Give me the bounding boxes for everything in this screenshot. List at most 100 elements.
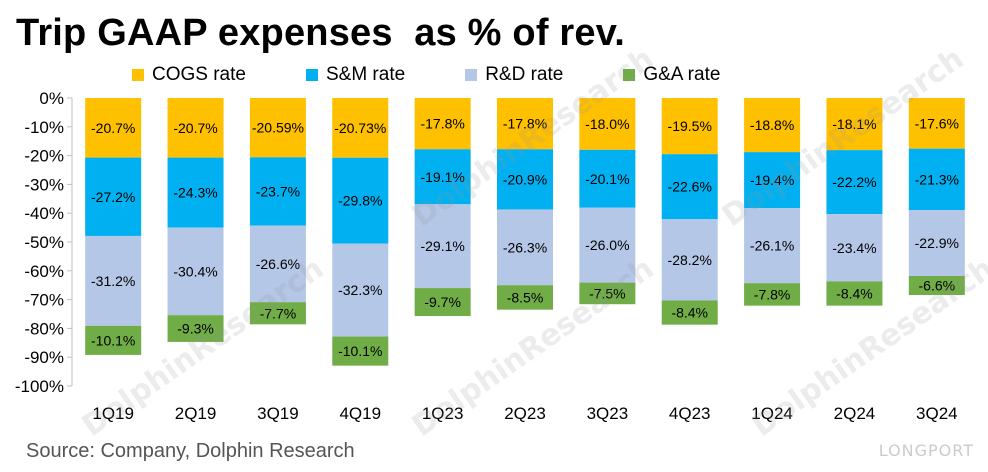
y-tick-label: -30% [24, 175, 64, 194]
x-tick-label: 3Q24 [916, 404, 958, 423]
data-label-rd: -28.2% [668, 252, 712, 268]
data-label-cogs: -18.1% [832, 116, 876, 132]
data-label-cogs: -18.8% [750, 117, 794, 133]
legend-item-ga: G&A rate [623, 64, 720, 86]
data-label-rd: -22.9% [915, 235, 959, 251]
legend-item-rd: R&D rate [465, 64, 563, 86]
data-label-ga: -8.4% [836, 286, 873, 302]
bar-ga [826, 281, 883, 306]
data-label-cogs: -17.8% [503, 116, 547, 132]
bar-rd [744, 208, 801, 284]
bar-cogs [414, 98, 471, 150]
data-label-sm: -29.8% [338, 193, 382, 209]
data-label-ga: -7.8% [754, 286, 791, 302]
bar-sm [85, 157, 142, 236]
y-tick-label: -20% [24, 147, 64, 166]
bar-sm [497, 149, 553, 210]
data-label-ga: -10.1% [338, 343, 382, 359]
bar-ga [908, 275, 965, 295]
data-label-rd: -31.2% [91, 273, 135, 289]
data-label-sm: -24.3% [173, 185, 217, 201]
data-label-rd: -30.4% [173, 263, 217, 279]
bar-rd [826, 214, 883, 282]
bar-ga [579, 282, 636, 305]
data-label-sm: -22.6% [668, 179, 712, 195]
legend-label-cogs: COGS rate [152, 64, 246, 85]
data-label-sm: -19.1% [420, 169, 464, 185]
data-label-rd: -26.6% [256, 256, 300, 272]
data-label-ga: -8.5% [507, 289, 544, 305]
legend-item-cogs: COGS rate [132, 64, 246, 86]
data-label-cogs: -17.8% [420, 116, 464, 132]
bar-rd [249, 225, 306, 303]
bar-cogs [744, 98, 801, 153]
x-tick-label: 2Q23 [504, 404, 546, 423]
chart-title: Trip GAAP expenses as % of rev. [16, 12, 626, 54]
y-tick-label: -80% [24, 319, 64, 338]
x-tick-label: 4Q19 [339, 404, 381, 423]
data-label-rd: -26.3% [503, 239, 547, 255]
data-label-ga: -10.1% [91, 332, 135, 348]
bar-cogs [661, 98, 718, 155]
data-label-sm: -20.9% [503, 171, 547, 187]
data-label-ga: -9.3% [177, 321, 214, 337]
y-tick-label: -100% [15, 377, 64, 396]
legend-label-rd: R&D rate [485, 64, 564, 85]
data-label-rd: -26.1% [750, 238, 794, 254]
data-label-sm: -21.3% [915, 171, 959, 187]
y-tick-label: 0% [39, 89, 64, 108]
bar-sm [908, 148, 965, 211]
data-label-rd: -23.4% [832, 240, 876, 256]
bar-sm [249, 157, 306, 226]
data-label-ga: -9.7% [424, 294, 461, 310]
bar-sm [167, 157, 224, 228]
y-tick-label: -90% [24, 348, 64, 367]
bar-ga [497, 285, 553, 310]
data-label-cogs: -20.59% [252, 120, 304, 136]
bar-cogs [249, 98, 306, 158]
bar-rd [85, 235, 142, 326]
data-label-rd: -32.3% [338, 282, 382, 298]
legend-swatch-rd [465, 69, 478, 81]
data-label-rd: -29.1% [420, 238, 464, 254]
legend-swatch-cogs [132, 69, 144, 81]
bar-ga [744, 283, 801, 306]
data-label-cogs: -19.5% [668, 118, 712, 134]
y-tick-label: -40% [24, 204, 64, 223]
bar-cogs [85, 98, 142, 158]
x-tick-label: 1Q24 [751, 404, 793, 423]
bar-cogs [908, 98, 965, 149]
source-note: Source: Company, Dolphin Research [26, 440, 355, 462]
legend: COGS rate S&M rate R&D rate G&A rate [132, 64, 780, 86]
data-label-rd: -26.0% [585, 237, 629, 253]
data-label-sm: -20.1% [585, 171, 629, 187]
bar-rd [167, 227, 224, 316]
bar-rd [332, 243, 389, 337]
y-tick-label: -10% [24, 118, 64, 137]
data-label-cogs: -20.7% [173, 120, 217, 136]
data-label-sm: -19.4% [750, 172, 794, 188]
legend-label-sm: S&M rate [325, 64, 406, 85]
bar-cogs [826, 98, 883, 151]
bar-cogs [332, 98, 389, 158]
x-tick-label: 1Q19 [92, 404, 134, 423]
bar-ga [414, 288, 471, 317]
x-tick-label: 3Q23 [587, 404, 629, 423]
bar-cogs [167, 98, 224, 158]
data-label-ga: -6.6% [919, 277, 956, 293]
bar-rd [497, 209, 553, 286]
bar-sm [414, 149, 471, 205]
bar-sm [744, 152, 801, 209]
x-tick-label: 4Q23 [669, 404, 711, 423]
bar-ga [661, 300, 718, 325]
bar-rd [414, 204, 471, 289]
bar-rd [908, 210, 965, 276]
bar-rd [661, 219, 718, 301]
bar-ga [332, 336, 389, 366]
y-tick-label: -60% [24, 262, 64, 281]
legend-label-ga: G&A rate [643, 64, 721, 85]
data-label-sm: -23.7% [256, 183, 300, 199]
bar-sm [579, 149, 636, 208]
bar-ga [85, 325, 142, 355]
